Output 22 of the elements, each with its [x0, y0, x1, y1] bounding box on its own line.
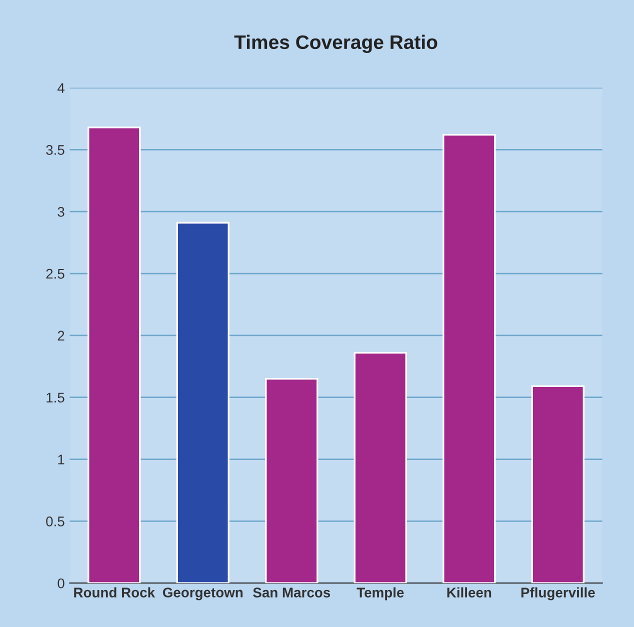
- y-tick-label: 3: [58, 206, 64, 217]
- x-tick-label: Pflugerville: [521, 587, 595, 600]
- y-tick-label: 1: [58, 454, 64, 464]
- y-tick-label: 0.5: [46, 516, 64, 526]
- bar: [354, 352, 407, 584]
- y-tick-label: 0: [58, 578, 64, 588]
- bar: [442, 134, 496, 584]
- bar: [265, 378, 318, 584]
- y-tick-label: 1.5: [46, 392, 64, 403]
- x-tick-label: Killeen: [447, 587, 492, 598]
- bar: [88, 126, 141, 584]
- y-tick-label: 2.5: [46, 268, 64, 279]
- x-tick-label: San Marcos: [253, 588, 330, 598]
- x-tick-label: Georgetown: [162, 588, 243, 600]
- y-tick-label: 4: [57, 83, 64, 93]
- x-tick-label: Round Rock: [74, 587, 156, 598]
- chart-title: Times Coverage Ratio: [234, 34, 438, 54]
- y-tick-label: 3.5: [46, 145, 64, 155]
- bar: [176, 222, 230, 584]
- y-tick-label: 2: [58, 330, 64, 340]
- bar: [531, 385, 584, 584]
- x-tick-label: Temple: [356, 587, 404, 600]
